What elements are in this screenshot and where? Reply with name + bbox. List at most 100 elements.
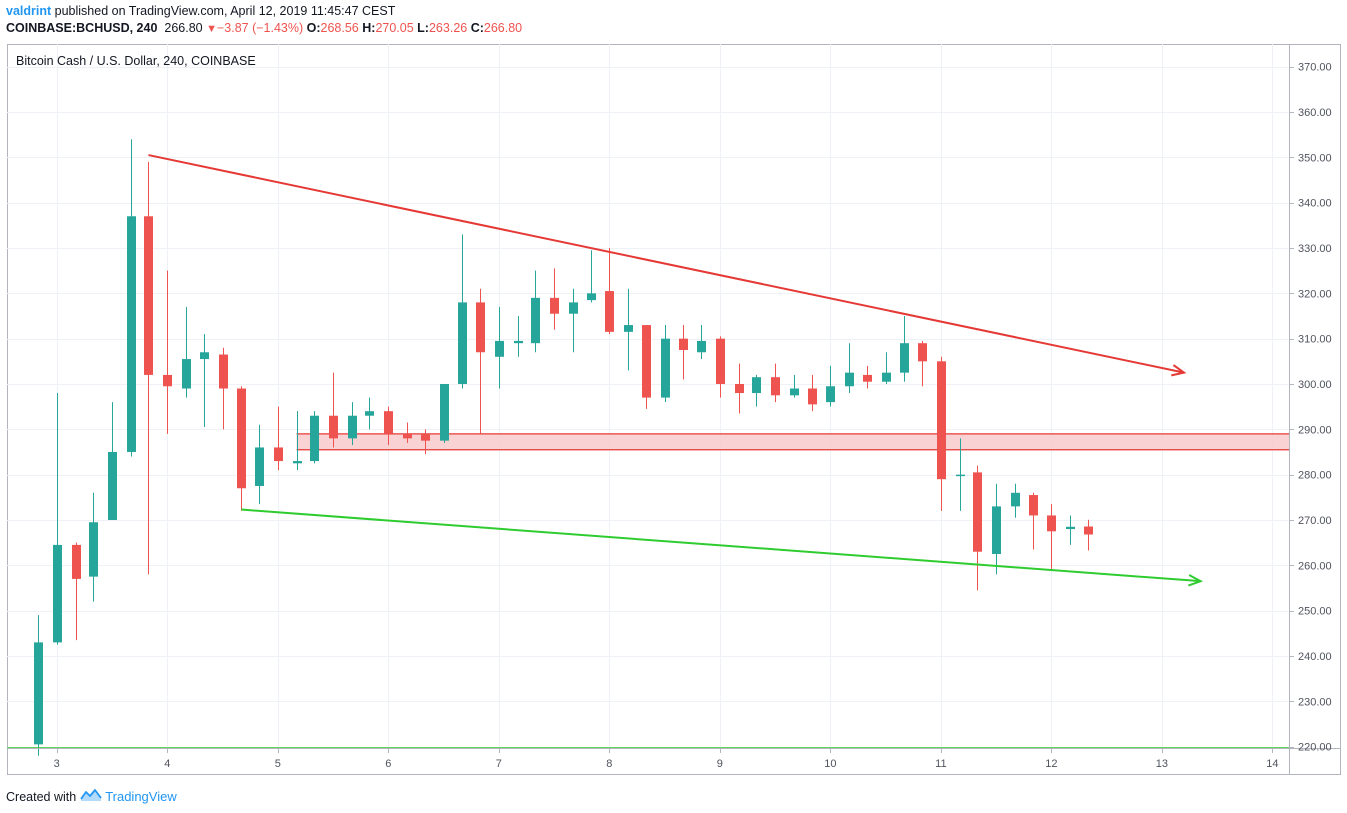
candle-down[interactable] <box>274 406 283 471</box>
candle-down[interactable] <box>863 365 872 389</box>
published-text: published on TradingView.com, April 12, … <box>54 4 396 18</box>
candle-down[interactable] <box>735 363 744 414</box>
candle-down[interactable] <box>771 363 780 403</box>
candle-up[interactable] <box>790 374 799 398</box>
candle-down[interactable] <box>550 268 559 330</box>
zone-fill <box>296 433 1289 450</box>
candle-up[interactable] <box>514 315 523 357</box>
last-price: 266.80 <box>164 21 203 35</box>
candle-down[interactable] <box>605 247 614 335</box>
candle-body <box>956 474 965 477</box>
candle-up[interactable] <box>182 306 191 398</box>
candle-body <box>790 388 799 396</box>
candle-up[interactable] <box>697 325 706 360</box>
candle-up[interactable] <box>1066 515 1075 545</box>
x-tick-label: 5 <box>275 758 281 770</box>
x-tick-label: 10 <box>824 758 836 770</box>
candle-body <box>348 415 357 439</box>
candle-down[interactable] <box>808 374 817 412</box>
candle-up[interactable] <box>624 288 633 371</box>
candle-up[interactable] <box>34 615 43 756</box>
candle-body <box>752 377 761 394</box>
candle-up[interactable] <box>127 139 136 457</box>
candle-up[interactable] <box>310 411 319 464</box>
candle-down[interactable] <box>918 340 927 387</box>
candle-down[interactable] <box>1029 492 1038 550</box>
candle-up[interactable] <box>495 306 504 389</box>
candle-up[interactable] <box>826 365 835 407</box>
price-axis[interactable]: 220.00 230.00 240.00 250.00 260.00 270.00 280.… <box>1289 62 1332 754</box>
candle-down[interactable] <box>72 542 81 641</box>
candle-down[interactable] <box>329 372 338 448</box>
y-tick-label: 320.00 <box>1298 288 1332 300</box>
candle-body <box>421 433 430 441</box>
candle-body <box>863 374 872 382</box>
author-link[interactable]: valdrint <box>6 4 52 18</box>
time-axis[interactable]: 3 4 5 6 7 8 9 10 11 12 13 14 <box>54 748 1279 770</box>
candle-body <box>845 372 854 387</box>
candle-up[interactable] <box>587 250 596 303</box>
candle-up[interactable] <box>752 374 761 407</box>
candle-up[interactable] <box>882 352 891 384</box>
candle-down[interactable] <box>973 465 982 591</box>
candle-body <box>163 374 172 387</box>
y-tick-label: 250.00 <box>1298 606 1332 618</box>
candle-up[interactable] <box>200 334 209 428</box>
candle-body <box>661 338 670 398</box>
candle-down[interactable] <box>163 270 172 434</box>
candle-body <box>918 343 927 362</box>
candle-up[interactable] <box>956 438 965 511</box>
resistance-trendline <box>148 154 1185 374</box>
y-tick-label: 230.00 <box>1298 696 1332 708</box>
candle-down[interactable] <box>384 406 393 446</box>
candle-down[interactable] <box>716 336 725 398</box>
candle-up[interactable] <box>661 325 670 403</box>
candle-up[interactable] <box>900 315 909 382</box>
candle-down[interactable] <box>237 386 246 511</box>
x-tick-label: 14 <box>1266 758 1278 770</box>
y-tick-label: 360.00 <box>1298 107 1332 119</box>
candle-down[interactable] <box>144 161 153 575</box>
y-tick-label: 370.00 <box>1298 62 1332 74</box>
candle-up[interactable] <box>531 270 540 353</box>
candle-up[interactable] <box>89 492 98 602</box>
candle-body <box>882 372 891 382</box>
candle-up[interactable] <box>1011 483 1020 518</box>
chart-container[interactable]: 220.00 230.00 240.00 250.00 260.00 270.00 280.… <box>7 44 1341 775</box>
candle-down[interactable] <box>937 356 946 511</box>
low-value: 263.26 <box>428 21 468 35</box>
candle-down[interactable] <box>642 325 651 409</box>
candle-up[interactable] <box>992 483 1001 575</box>
y-tick-label: 330.00 <box>1298 243 1332 255</box>
candle-up[interactable] <box>293 411 302 471</box>
tradingview-logo-icon[interactable] <box>80 788 102 805</box>
candle-up[interactable] <box>458 234 467 389</box>
candle-up[interactable] <box>348 402 357 446</box>
close-label: C: <box>470 21 484 35</box>
candle-up[interactable] <box>108 402 117 520</box>
tradingview-brand-link[interactable]: TradingView <box>105 789 177 804</box>
candle-down[interactable] <box>1047 504 1056 570</box>
candle-up[interactable] <box>255 424 264 505</box>
high-value: 270.05 <box>375 21 414 35</box>
candle-body <box>697 340 706 353</box>
candles[interactable] <box>34 139 1093 756</box>
candle-body <box>642 325 651 398</box>
x-tick-label: 7 <box>496 758 502 770</box>
candle-down[interactable] <box>403 422 412 443</box>
candle-up[interactable] <box>845 343 854 394</box>
open-value: 268.56 <box>320 21 359 35</box>
candle-up[interactable] <box>53 393 62 645</box>
candle-down[interactable] <box>476 288 485 434</box>
candle-down[interactable] <box>219 347 228 430</box>
candle-down[interactable] <box>679 325 688 380</box>
candle-down[interactable] <box>421 429 430 455</box>
candle-body <box>310 415 319 462</box>
candle-up[interactable] <box>365 397 374 430</box>
candle-up[interactable] <box>440 383 449 443</box>
price-chart[interactable]: 220.00 230.00 240.00 250.00 260.00 270.00 280.… <box>7 44 1341 775</box>
candle-down[interactable] <box>1084 519 1093 551</box>
publish-line: valdrint published on TradingView.com, A… <box>6 4 395 18</box>
high-label: H: <box>362 21 376 35</box>
candle-up[interactable] <box>569 288 578 353</box>
